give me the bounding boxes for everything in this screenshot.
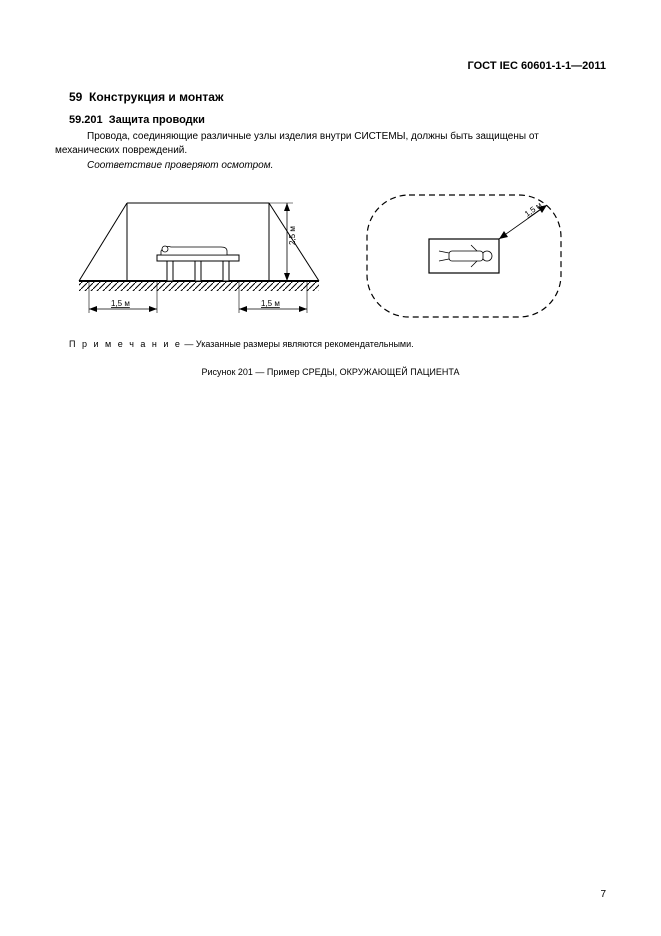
subsection-heading: Защита проводки bbox=[109, 114, 205, 126]
figure-row: 2,5 м 1,5 м 1,5 м bbox=[55, 181, 606, 331]
paragraph-check: Соответствие проверяют осмотром. bbox=[55, 159, 606, 173]
figure-caption: Рисунок 201 — Пример СРЕДЫ, ОКРУЖАЮЩЕЙ П… bbox=[55, 367, 606, 377]
label-left-span: 1,5 м bbox=[111, 299, 130, 308]
note-prefix: П р и м е ч а н и е bbox=[69, 339, 182, 349]
page-number: 7 bbox=[600, 889, 606, 900]
label-right-span: 1,5 м bbox=[261, 299, 280, 308]
subsection-number: 59.201 bbox=[69, 114, 103, 126]
figure-note: П р и м е ч а н и е — Указанные размеры … bbox=[69, 339, 606, 349]
section-title: 59 Конструкция и монтаж bbox=[69, 90, 606, 104]
document-header: ГОСТ IEC 60601-1-1—2011 bbox=[55, 60, 606, 72]
note-rest: — Указанные размеры являются рекомендате… bbox=[182, 339, 414, 349]
page: ГОСТ IEC 60601-1-1—2011 59 Конструкция и… bbox=[0, 0, 661, 936]
subsection-title: 59.201 Защита проводки bbox=[69, 114, 606, 126]
paragraph-main: Провода, соединяющие различные узлы изде… bbox=[55, 130, 606, 157]
diagram-plan-view: 1,5 м bbox=[349, 181, 579, 331]
diagram-side-view: 2,5 м 1,5 м 1,5 м bbox=[69, 181, 329, 331]
section-heading: Конструкция и монтаж bbox=[89, 90, 223, 104]
label-height: 2,5 м bbox=[288, 226, 297, 245]
section-number: 59 bbox=[69, 90, 82, 104]
label-radial: 1,5 м bbox=[523, 200, 544, 218]
